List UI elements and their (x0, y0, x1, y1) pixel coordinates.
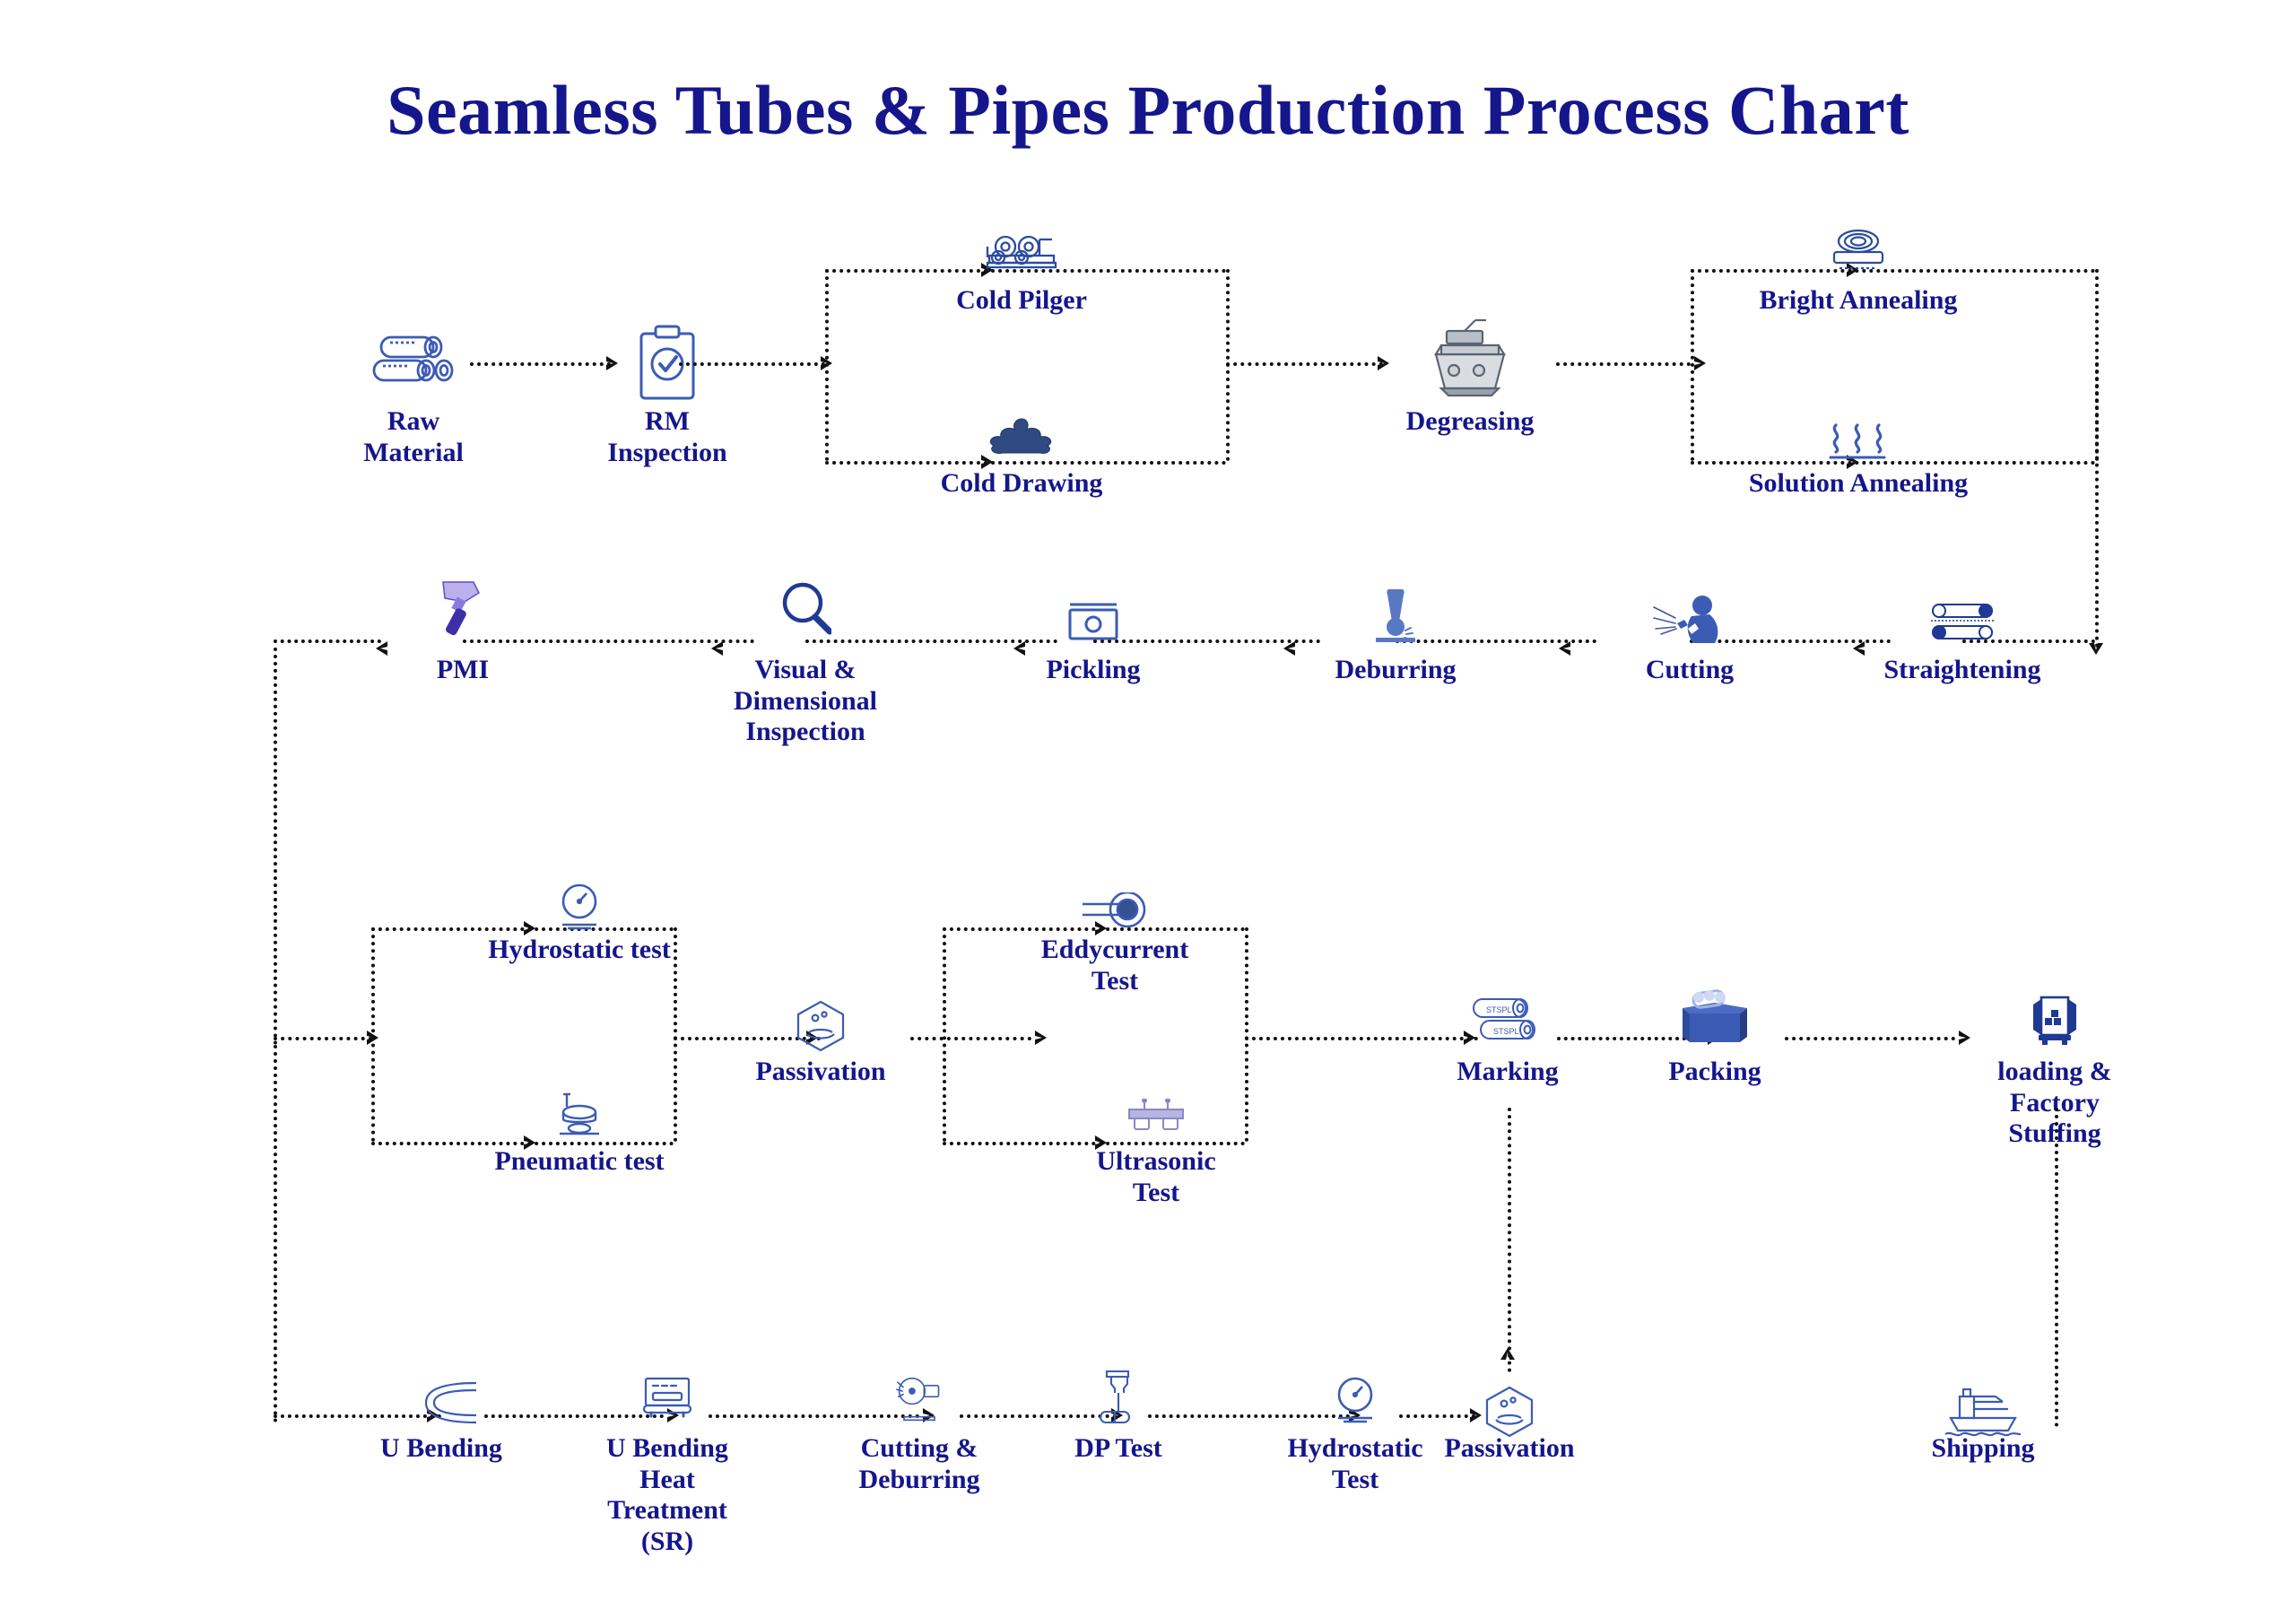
svg-text:STSPL: STSPL (1493, 1027, 1519, 1036)
svg-text:STSPL: STSPL (1486, 1005, 1512, 1014)
